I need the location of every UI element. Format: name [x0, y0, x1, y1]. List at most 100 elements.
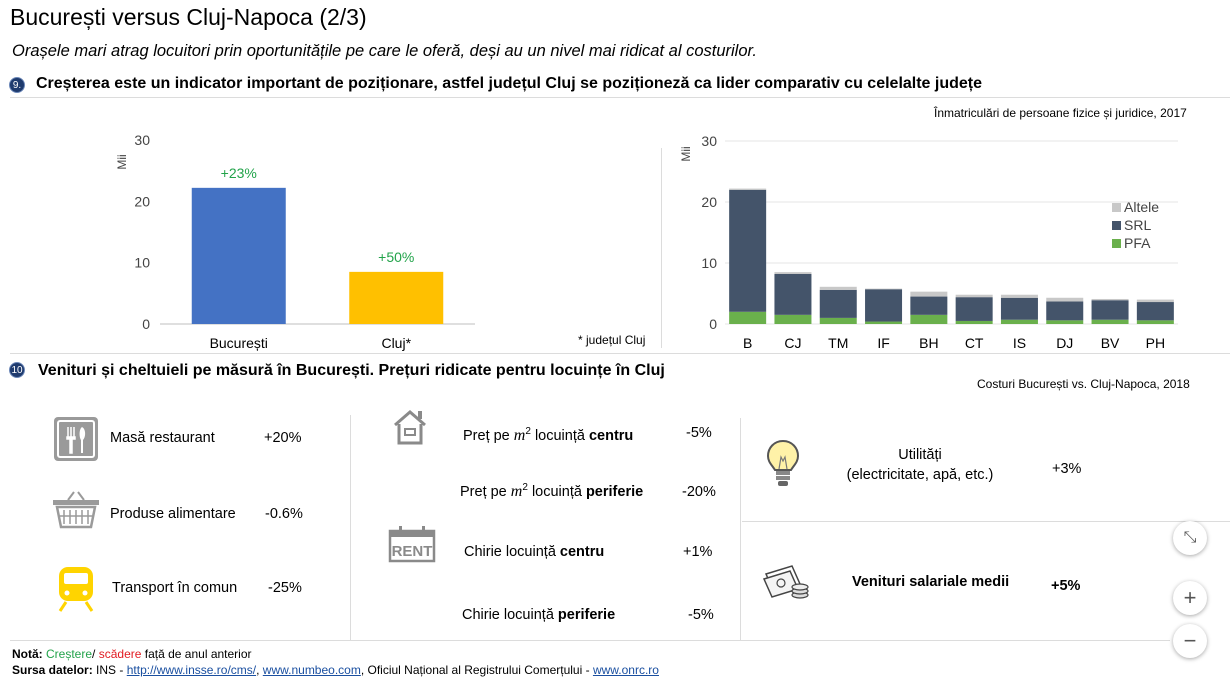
bar-segment-srl	[774, 273, 812, 315]
food-label: Produse alimentare	[110, 506, 236, 522]
house-icon	[394, 410, 426, 445]
x-tick-label: IS	[1013, 335, 1026, 351]
restaurant-value: +20%	[264, 430, 302, 446]
notes: Notă: Creștere/ scădere față de anul ant…	[12, 646, 659, 678]
y-tick-label: 0	[142, 316, 150, 332]
bar-segment-altele	[1046, 297, 1084, 302]
y-tick-label: 10	[701, 255, 717, 271]
zoom-out-button[interactable]: −	[1173, 624, 1207, 658]
restaurant-icon	[54, 417, 98, 461]
bar-segment-srl	[955, 297, 993, 321]
salary-value: +5%	[1051, 578, 1081, 594]
utilities-value: +3%	[1052, 461, 1082, 477]
y-tick-label: 10	[134, 255, 150, 271]
chart-right: 0 10 20 30 Mii B CJ TM IF BH CT IS DJ BV PH Altele SRL PF…	[679, 133, 1178, 351]
section-9-source: Înmatriculări de persoane fizice și juri…	[934, 106, 1187, 120]
bar-segment-srl	[729, 189, 767, 312]
bar-segment-srl	[910, 296, 948, 315]
bar-segment-srl	[1000, 297, 1038, 320]
zoom-in-button[interactable]: +	[1173, 581, 1207, 615]
salary-label: Venituri salariale medii	[852, 574, 1010, 590]
rent-periphery-label: Chirie locuință periferie	[462, 607, 616, 623]
data-label: +23%	[221, 165, 257, 181]
page-subtitle: Orașele mari atrag locuitori prin oportu…	[12, 42, 757, 60]
y-tick-label: 30	[701, 133, 717, 149]
bar-segment-pfa	[865, 321, 903, 324]
bar-segment-srl	[865, 289, 903, 322]
bar-segment-pfa	[1000, 319, 1038, 324]
bar-segment-pfa	[1136, 320, 1174, 324]
food-value: -0.6%	[265, 506, 303, 522]
bar-segment-altele	[819, 286, 857, 290]
lightbulb-icon	[766, 439, 800, 486]
price-center-label: Preț pe m2 locuință centru	[463, 426, 634, 444]
y-tick-label: 20	[701, 194, 717, 210]
bar-segment-srl	[1136, 302, 1174, 321]
x-tick-label: BV	[1101, 335, 1120, 351]
onrc-link[interactable]: www.onrc.ro	[592, 663, 659, 677]
x-tick-label: IF	[877, 335, 889, 351]
section-10-badge: 10	[9, 362, 25, 378]
page-title: București versus Cluj-Napoca (2/3)	[10, 4, 367, 30]
bar-segment-srl	[1091, 300, 1129, 320]
rent-icon: RENT	[388, 526, 436, 563]
section-10-source: Costuri București vs. Cluj-Napoca, 2018	[977, 377, 1190, 391]
bar-segment-pfa	[910, 314, 948, 324]
restaurant-label: Masă restaurant	[110, 430, 215, 446]
bar	[349, 271, 444, 324]
legend-swatch	[1112, 221, 1121, 230]
rent-periphery-value: -5%	[688, 607, 714, 623]
bar	[191, 187, 286, 324]
bar-segment-pfa	[1046, 320, 1084, 324]
y-tick-label: 20	[134, 193, 150, 209]
y-axis-label: Mii	[679, 146, 693, 161]
data-label: +50%	[378, 249, 414, 265]
x-tick-label: BH	[919, 335, 938, 351]
basket-icon	[53, 491, 99, 529]
bar-segment-pfa	[729, 311, 767, 324]
collapse-button[interactable]: ⤡	[1173, 521, 1207, 555]
bar-segment-pfa	[955, 320, 993, 324]
bar-segment-altele	[1000, 294, 1038, 298]
utilities-label: Utilități (electricitate, apă, etc.)	[846, 447, 994, 483]
numbeo-link[interactable]: www.numbeo.com	[262, 663, 361, 677]
chart-left: 0 10 20 30 Mii +23% București +50% Cluj*	[115, 132, 475, 351]
bar-segment-srl	[819, 289, 857, 318]
train-icon	[58, 567, 94, 612]
bar-segment-altele	[774, 272, 812, 274]
note-line: Notă: Creștere/ scădere față de anul ant…	[12, 647, 252, 661]
bar-segment-altele	[1136, 299, 1174, 303]
section-9-heading: Creșterea este un indicator important de…	[36, 75, 983, 92]
transport-label: Transport în comun	[112, 580, 238, 596]
bar-segment-pfa	[774, 314, 812, 324]
y-tick-label: 30	[134, 132, 150, 148]
bar-segment-altele	[729, 188, 767, 190]
legend-label: SRL	[1124, 217, 1151, 233]
section-10-heading: Venituri și cheltuieli pe măsură în Bucu…	[38, 362, 665, 379]
legend-swatch	[1112, 239, 1121, 248]
price-periphery-value: -20%	[682, 484, 716, 500]
x-tick-label: PH	[1146, 335, 1165, 351]
transport-value: -25%	[268, 580, 302, 596]
x-tick-label: București	[210, 335, 268, 351]
price-center-value: -5%	[686, 425, 712, 441]
y-tick-label: 0	[709, 316, 717, 332]
x-tick-label: CT	[965, 335, 984, 351]
x-tick-label: Cluj*	[381, 335, 411, 351]
legend-swatch	[1112, 203, 1121, 212]
x-tick-label: B	[743, 335, 752, 351]
x-tick-label: CJ	[784, 335, 801, 351]
bar-segment-pfa	[819, 317, 857, 324]
bar-segment-altele	[910, 291, 948, 297]
legend-label: PFA	[1124, 235, 1151, 251]
x-tick-label: TM	[828, 335, 848, 351]
svg-text:RENT: RENT	[392, 543, 433, 560]
bar-segment-altele	[1091, 298, 1129, 301]
bar-segment-pfa	[1091, 319, 1129, 324]
x-tick-label: DJ	[1056, 335, 1073, 351]
section-9-badge: 9.	[9, 77, 25, 93]
y-axis-label: Mii	[115, 154, 129, 169]
insse-link[interactable]: http://www.insse.ro/cms/	[126, 663, 257, 677]
bar-segment-altele	[865, 288, 903, 290]
bar-segment-srl	[1046, 301, 1084, 321]
